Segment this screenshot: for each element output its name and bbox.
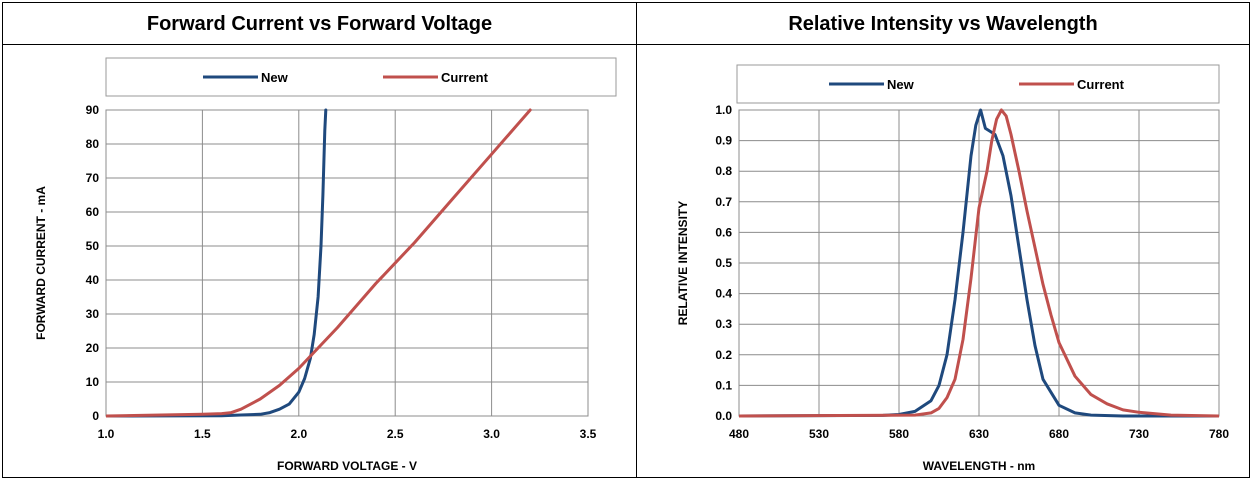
x-tick-label: 780 <box>1209 427 1229 441</box>
relative-intensity-panel: Relative Intensity vs Wavelength New Curr… <box>637 3 1249 477</box>
legend-label: Current <box>1077 77 1125 92</box>
y-tick-label: 0.4 <box>715 287 732 301</box>
x-tick-label: 3.0 <box>483 427 500 441</box>
forward-current-chart: New Current 1.0 1.5 2.0 2.5 3.0 3.5 0 10 20 30 40 50 6… <box>34 57 617 473</box>
y-tick-label: 0.5 <box>715 256 732 270</box>
x-tick-label: 3.5 <box>580 427 597 441</box>
x-tick-label: 730 <box>1129 427 1149 441</box>
y-tick-label: 0.3 <box>715 317 732 331</box>
x-tick-label: 630 <box>969 427 989 441</box>
y-tick-label: 0.2 <box>715 348 732 362</box>
y-tick-label: 0.0 <box>715 409 732 423</box>
relative-intensity-chart: New Current 480 530 580 630 680 730 780 0.0 0.1 0.2… <box>676 64 1229 473</box>
series-line-new <box>106 108 328 418</box>
forward-current-panel: Forward Current vs Forward Voltage New Cu… <box>3 3 637 477</box>
x-axis-title: WAVELENGTH - nm <box>923 459 1035 473</box>
x-tick-label: 2.5 <box>387 427 404 441</box>
y-tick-label: 0.9 <box>715 134 732 148</box>
legend-label: New <box>887 77 915 92</box>
x-tick-label: 480 <box>729 427 749 441</box>
series-line-current <box>106 108 532 418</box>
series-line-current <box>739 108 1219 418</box>
y-tick-label: 0.1 <box>715 378 732 392</box>
y-tick-label: 0.6 <box>715 225 732 239</box>
y-axis-title: FORWARD CURRENT - mA <box>34 186 48 340</box>
y-tick-label: 90 <box>86 103 100 117</box>
x-tick-label: 530 <box>809 427 829 441</box>
x-axis-title: FORWARD VOLTAGE - V <box>277 459 417 473</box>
legend-box <box>105 57 617 97</box>
x-tick-label: 2.0 <box>290 427 307 441</box>
x-tick-label: 1.5 <box>194 427 211 441</box>
y-tick-label: 1.0 <box>715 103 732 117</box>
y-tick-label: 40 <box>86 273 100 287</box>
y-tick-label: 80 <box>86 137 100 151</box>
chart-title: Relative Intensity vs Wavelength <box>637 3 1249 45</box>
y-tick-label: 70 <box>86 171 100 185</box>
y-tick-label: 0 <box>92 409 99 423</box>
x-tick-label: 580 <box>889 427 909 441</box>
legend-box <box>736 64 1220 104</box>
y-axis-title: RELATIVE INTENSITY <box>676 201 690 325</box>
y-tick-label: 0.7 <box>715 195 732 209</box>
legend-label: Current <box>441 70 489 85</box>
y-tick-label: 10 <box>86 375 100 389</box>
y-tick-label: 30 <box>86 307 100 321</box>
plot-area <box>105 109 589 417</box>
x-tick-label: 680 <box>1049 427 1069 441</box>
chart-title: Forward Current vs Forward Voltage <box>3 3 636 45</box>
plot-area <box>738 109 1220 417</box>
legend-label: New <box>261 70 289 85</box>
x-tick-label: 1.0 <box>98 427 115 441</box>
series-line-new <box>739 108 1219 418</box>
y-tick-label: 50 <box>86 239 100 253</box>
y-tick-label: 60 <box>86 205 100 219</box>
y-tick-label: 20 <box>86 341 100 355</box>
y-tick-label: 0.8 <box>715 164 732 178</box>
